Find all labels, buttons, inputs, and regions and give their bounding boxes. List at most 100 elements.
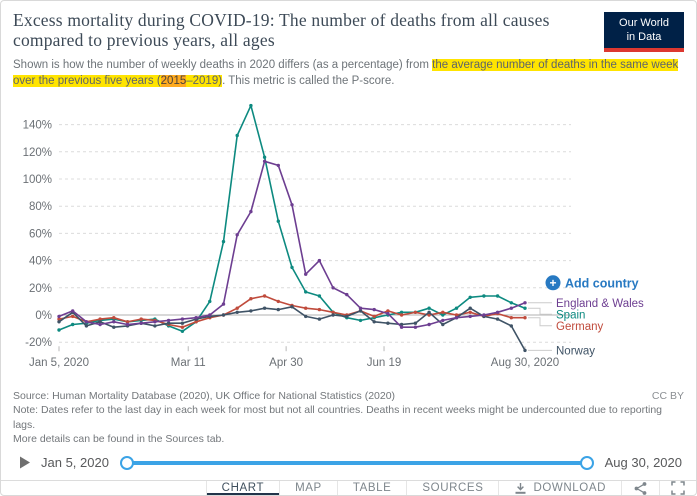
data-point — [208, 313, 212, 317]
data-point — [345, 314, 349, 318]
data-point — [57, 317, 61, 321]
license-badge[interactable]: CC BY — [651, 389, 684, 402]
x-axis-tick-label: Mar 11 — [171, 357, 206, 369]
data-point — [358, 308, 363, 313]
logo-line-1: Our World — [619, 17, 669, 29]
plus-glyph: + — [549, 276, 556, 290]
timeline-end-handle[interactable] — [579, 455, 594, 470]
x-axis-tick-label: Jan 5, 2020 — [29, 357, 89, 369]
data-point — [98, 322, 102, 326]
data-point — [331, 285, 335, 290]
data-point — [221, 313, 226, 317]
data-point — [509, 300, 513, 305]
data-point — [57, 328, 61, 332]
data-point — [331, 310, 335, 314]
data-point — [317, 307, 322, 312]
data-point — [262, 306, 267, 310]
data-point — [495, 294, 500, 298]
chart-canvas[interactable]: -20% 0% 20% 40% 60% 80% 100% 120% 140% Jan 5, 202… — [13, 93, 684, 387]
data-point — [125, 319, 130, 324]
chart-subtitle: Shown is how the number of weekly deaths… — [13, 57, 684, 89]
series-line-england-wales[interactable] — [57, 159, 527, 329]
x-axis-tick-label: Aug 30, 2020 — [491, 357, 559, 369]
owid-logo: Our World in Data — [604, 12, 684, 52]
data-point — [509, 315, 513, 320]
tab-map[interactable]: MAP — [279, 480, 337, 495]
add-country-button[interactable]: + Add country — [545, 275, 639, 291]
excess-mortality-line-chart[interactable]: -20% 0% 20% 40% 60% 80% 100% 120% 140% Jan 5, 202… — [13, 93, 686, 387]
timeline-control: Jan 5, 2020 Aug 30, 2020 — [13, 447, 684, 480]
series-path-england-wales — [58, 160, 526, 328]
play-button[interactable] — [19, 456, 32, 470]
series-line-spain[interactable] — [57, 103, 527, 333]
data-point — [345, 292, 349, 297]
footer-notes: Source: Human Mortality Database (2020),… — [13, 389, 684, 447]
data-point — [523, 348, 527, 352]
data-point — [235, 232, 239, 237]
add-country-label: Add country — [565, 276, 639, 290]
tab-download[interactable]: DOWNLOAD — [498, 480, 621, 495]
tab-chart[interactable]: CHART — [205, 480, 280, 495]
y-axis-tick-label: -20% — [25, 337, 52, 349]
data-point — [523, 315, 527, 320]
tab-map-label: MAP — [295, 482, 322, 495]
page-title: Excess mortality during COVID-19: The nu… — [13, 10, 594, 51]
data-point — [98, 319, 102, 324]
series-path-norway — [58, 305, 526, 351]
data-point — [386, 321, 390, 325]
x-axis-tick-label: Jun 19 — [367, 357, 402, 369]
data-point — [468, 306, 472, 310]
data-point — [262, 294, 267, 298]
subtitle-highlight-year: 2015 — [160, 74, 187, 87]
y-axis-tick-label: 60% — [29, 228, 52, 240]
data-point — [276, 219, 280, 223]
data-point — [468, 295, 472, 299]
tab-table[interactable]: TABLE — [336, 480, 407, 495]
tab-chart-label: CHART — [221, 482, 265, 495]
data-point — [386, 308, 390, 313]
data-point — [125, 322, 130, 326]
data-point — [427, 313, 431, 317]
data-point — [413, 321, 418, 325]
data-point — [221, 239, 226, 244]
legend-label-spain[interactable]: Spain — [556, 309, 585, 321]
data-point — [194, 319, 198, 324]
play-icon — [20, 456, 30, 469]
data-point — [317, 258, 322, 263]
title-line-2: compared to previous years, all ages — [13, 30, 275, 51]
legend-label-germany[interactable]: Germany — [556, 321, 604, 333]
series-path-spain — [58, 104, 526, 332]
y-axis-tick-label: 0% — [35, 310, 52, 322]
note-text-1: Note: Dates refer to the last day in eac… — [13, 404, 663, 431]
data-point — [194, 315, 198, 320]
data-point — [468, 314, 472, 318]
series-line-norway[interactable] — [57, 304, 527, 352]
data-point — [427, 306, 431, 310]
legend-label-norway[interactable]: Norway — [556, 345, 595, 357]
data-point — [290, 202, 294, 207]
data-point — [153, 323, 157, 328]
timeline-start-handle[interactable] — [119, 455, 134, 470]
data-point — [153, 319, 157, 324]
fullscreen-button[interactable] — [659, 480, 696, 495]
timeline-track-fill[interactable] — [126, 460, 587, 465]
data-point — [413, 310, 418, 314]
legend-label-england-wales[interactable]: England & Wales — [556, 298, 644, 310]
data-point — [57, 314, 61, 318]
timeline-slider[interactable] — [119, 455, 594, 471]
data-point — [180, 321, 185, 325]
data-point — [290, 304, 294, 309]
share-button[interactable] — [621, 480, 659, 495]
tab-sources[interactable]: SOURCES — [406, 480, 498, 495]
data-point — [249, 209, 253, 214]
subtitle-tail: . This metric is called the P-score. — [222, 74, 395, 87]
data-point — [509, 306, 513, 310]
data-point — [249, 308, 253, 313]
data-point — [98, 317, 102, 321]
subtitle-highlight-2: –2019) — [186, 74, 223, 87]
data-point — [84, 323, 89, 328]
data-point — [427, 322, 431, 326]
data-point — [441, 310, 445, 314]
logo-line-2: in Data — [626, 31, 662, 44]
